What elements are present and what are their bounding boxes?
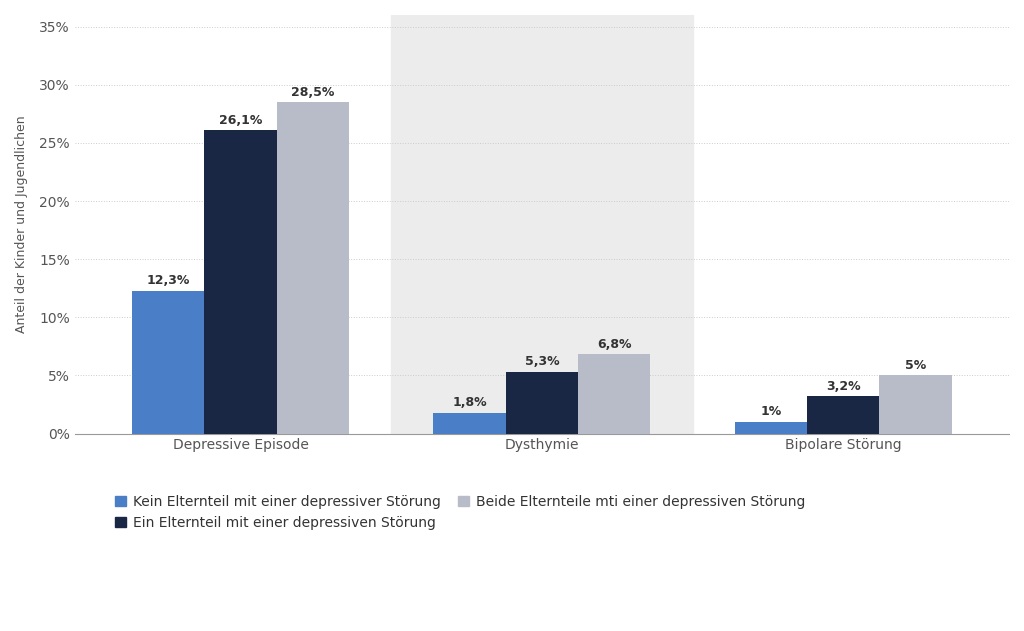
Text: 5%: 5% [905, 359, 926, 372]
Text: 12,3%: 12,3% [146, 274, 189, 287]
Bar [391, 15, 692, 433]
Bar [132, 290, 205, 433]
Bar [578, 355, 650, 433]
Bar [276, 102, 349, 433]
Text: 28,5%: 28,5% [291, 86, 335, 98]
Bar [205, 130, 276, 433]
Text: 3,2%: 3,2% [826, 380, 860, 393]
Bar [807, 396, 880, 433]
Text: 1%: 1% [760, 405, 781, 418]
Legend: Kein Elternteil mit einer depressiver Störung, Ein Elternteil mit einer depressi: Kein Elternteil mit einer depressiver St… [110, 489, 811, 535]
Text: 1,8%: 1,8% [453, 396, 486, 409]
Bar [880, 375, 951, 433]
Bar [433, 413, 506, 433]
Y-axis label: Anteil der Kinder und Jugendlichen: Anteil der Kinder und Jugendlichen [15, 115, 28, 333]
Text: 5,3%: 5,3% [524, 355, 559, 369]
Text: 26,1%: 26,1% [219, 114, 262, 127]
Text: 6,8%: 6,8% [597, 338, 632, 351]
Bar [735, 422, 807, 433]
Bar [506, 372, 578, 433]
